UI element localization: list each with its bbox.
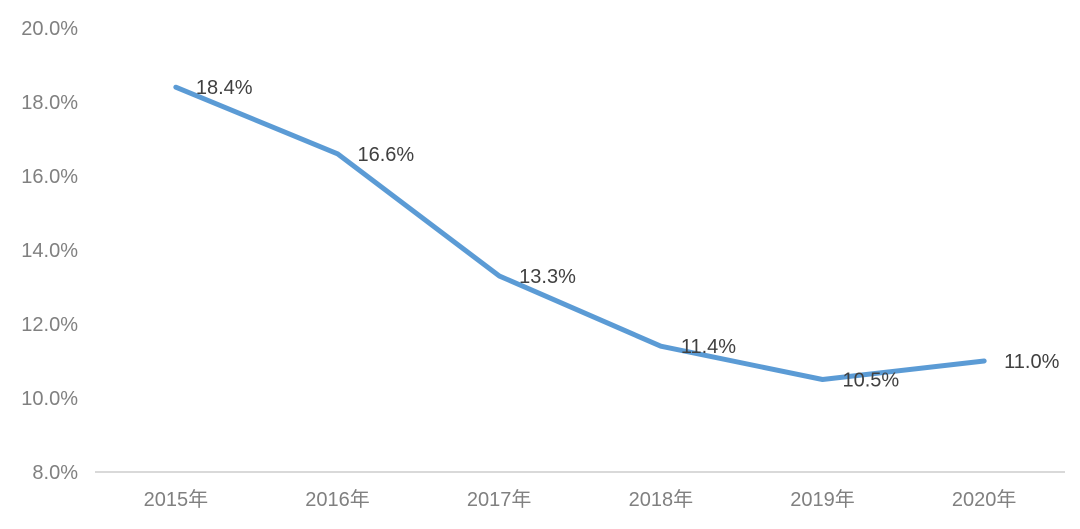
x-axis-tick-label: 2017年 bbox=[467, 488, 532, 511]
x-axis-tick-label: 2019年 bbox=[790, 488, 855, 511]
y-axis-tick-label: 18.0% bbox=[21, 92, 78, 114]
x-axis-tick-label: 2016年 bbox=[305, 488, 370, 511]
series-line bbox=[173, 84, 987, 382]
y-axis-tick-label: 10.0% bbox=[21, 388, 78, 410]
data-label: 11.4% bbox=[681, 336, 736, 358]
y-axis-tick-label: 8.0% bbox=[32, 462, 78, 484]
data-label: 16.6% bbox=[358, 144, 415, 166]
data-label: 13.3% bbox=[519, 266, 576, 288]
x-axis-tick-label: 2020年 bbox=[952, 488, 1017, 511]
x-axis-tick-label: 2018年 bbox=[629, 488, 694, 511]
y-axis-tick-label: 20.0% bbox=[21, 18, 78, 40]
y-axis-tick-label: 16.0% bbox=[21, 166, 78, 188]
data-label: 18.4% bbox=[196, 77, 253, 99]
data-label: 11.0% bbox=[1004, 351, 1059, 373]
x-axis-tick-label: 2015年 bbox=[144, 488, 209, 511]
data-label: 10.5% bbox=[843, 370, 900, 392]
y-axis-tick-label: 14.0% bbox=[21, 240, 78, 262]
y-axis-tick-label: 12.0% bbox=[21, 314, 78, 336]
